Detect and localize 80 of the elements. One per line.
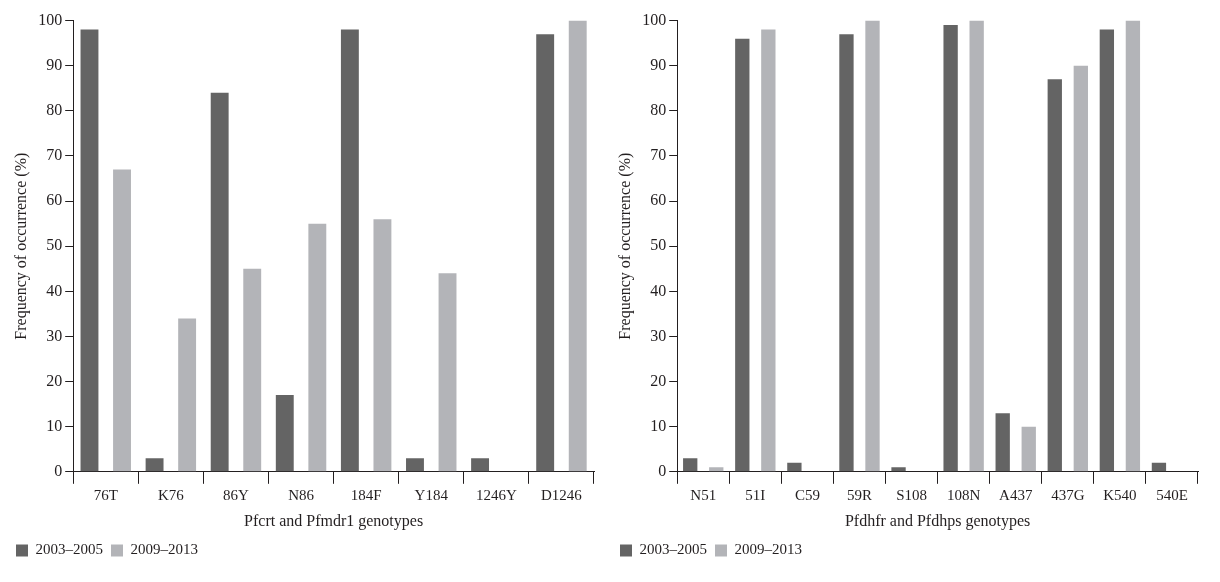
x-tick-label: 437G [1051,486,1085,503]
y-tick-label: 10 [46,416,63,434]
y-tick-label: 50 [650,236,667,254]
y-tick-label: 50 [46,236,63,254]
bar [1073,65,1088,472]
x-tick-label: N51 [690,486,717,503]
bar [761,29,776,472]
y-tick-label: 60 [650,191,667,209]
y-axis-title: Frequency of occurrence (%) [11,152,30,340]
bar [438,273,457,472]
legend-label: 2009–2013 [130,541,198,558]
y-tick-label: 40 [650,281,667,299]
bar [1021,426,1036,472]
bar [145,458,164,472]
bar [1125,20,1141,472]
x-tick-label: 184F [350,486,382,503]
bar [406,458,424,472]
bar [568,20,587,472]
y-tick-label: 100 [38,10,63,28]
x-tick-label: 59R [846,486,872,503]
bar [1151,462,1167,472]
bar [995,413,1010,472]
x-axis-title: Pfcrt and Pfmdr1 genotypes [244,511,424,530]
bar [340,29,359,472]
bar [683,458,698,472]
x-tick-label: 1246Y [475,486,517,503]
bar [308,223,327,472]
x-tick-label: 86Y [223,486,250,503]
y-tick-label: 80 [650,101,667,119]
x-tick-label: K76 [157,486,185,503]
bar [210,92,229,472]
y-tick-label: 20 [650,371,667,389]
legend-label: 2003–2005 [639,541,707,558]
legend-label: 2003–2005 [35,541,103,558]
y-tick-label: 90 [46,55,63,73]
bar [891,467,906,472]
y-tick-label: 40 [46,281,63,299]
y-tick-label: 0 [658,462,667,479]
y-tick-label: 10 [650,416,667,434]
bar [787,462,802,472]
bar [709,467,724,472]
bar [80,29,99,472]
bar [113,169,131,472]
bar [1047,79,1062,472]
bar [243,268,262,472]
x-tick-label: A437 [999,486,1033,503]
x-tick-label: N86 [288,486,315,503]
y-tick-label: 70 [46,146,63,164]
x-tick-label: 76T [93,486,118,503]
y-tick-label: 20 [46,371,63,389]
y-tick-label: 30 [650,326,667,344]
y-tick-label: 60 [46,191,63,209]
bar [969,20,984,472]
y-tick-label: 90 [650,55,667,73]
x-tick-label: 51I [745,486,766,503]
y-tick-label: 100 [642,10,667,28]
bar [178,318,197,472]
x-tick-label: S108 [896,486,927,503]
y-tick-label: 30 [46,326,63,344]
bar [865,20,880,472]
bar [275,395,294,472]
y-tick-label: 70 [650,146,667,164]
x-axis-title: Pfdhfr and Pfdhps genotypes [844,511,1031,530]
y-axis-title: Frequency of occurrence (%) [615,152,634,340]
y-tick-label: 80 [46,101,63,119]
x-tick-label: C59 [794,486,820,503]
x-tick-label: Y184 [414,486,449,503]
y-tick-label: 0 [54,462,63,479]
bar [1099,29,1115,472]
bar [839,34,854,472]
legend-label: 2009–2013 [734,541,802,558]
bar [735,38,750,472]
x-tick-label: D1246 [541,486,583,503]
x-tick-label: 540E [1156,486,1188,503]
bar [536,34,555,472]
bar [943,25,958,472]
x-tick-label: K540 [1103,486,1137,503]
bar [471,458,490,472]
x-tick-label: 108N [946,486,981,503]
bar [373,219,392,472]
